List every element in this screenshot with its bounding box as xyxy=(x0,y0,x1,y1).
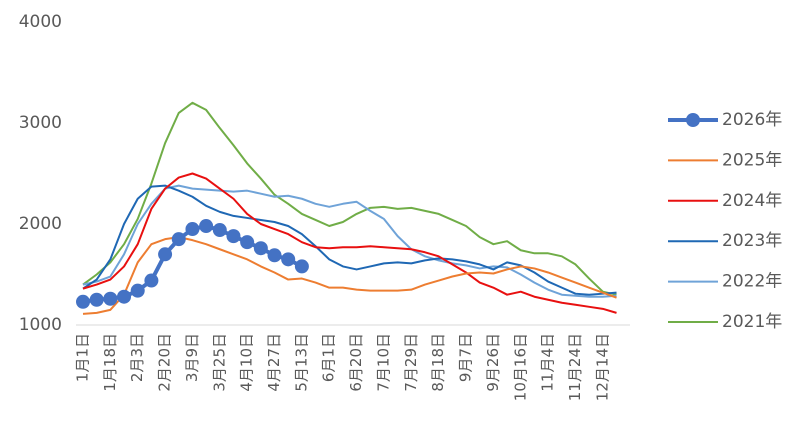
legend-label: 2024年 xyxy=(722,191,782,211)
marker xyxy=(240,235,255,250)
legend-label: 2026年 xyxy=(722,110,782,130)
marker xyxy=(130,283,145,298)
marker xyxy=(158,247,173,262)
x-tick-label: 10月16日 xyxy=(511,333,529,401)
marker xyxy=(267,248,282,263)
marker xyxy=(281,252,296,267)
x-tick-label: 2月20日 xyxy=(156,333,174,392)
marker xyxy=(171,232,186,247)
series-line xyxy=(82,184,617,298)
x-tick-label: 3月25日 xyxy=(210,333,228,392)
x-tick-label: 1月18日 xyxy=(101,333,119,392)
y-tick-label: 3000 xyxy=(19,113,62,133)
x-tick-label: 12月14日 xyxy=(593,333,611,401)
x-tick-label: 6月20日 xyxy=(347,333,365,392)
marker xyxy=(212,223,227,238)
x-tick-label: 4月10日 xyxy=(238,333,256,392)
legend-label: 2022年 xyxy=(722,272,782,292)
x-tick-label: 5月13日 xyxy=(292,333,310,392)
marker xyxy=(253,241,268,256)
x-tick-label: 1月1日 xyxy=(74,333,92,382)
legend-label: 2023年 xyxy=(722,231,782,251)
series-line xyxy=(82,184,617,296)
marker xyxy=(76,294,90,309)
legend-label: 2025年 xyxy=(722,150,782,170)
legend-marker xyxy=(686,113,700,127)
marker xyxy=(89,292,104,307)
series-line xyxy=(82,172,617,314)
x-tick-label: 3月9日 xyxy=(183,333,201,382)
x-tick-label: 9月26日 xyxy=(484,333,502,392)
x-tick-label: 4月27日 xyxy=(265,333,283,392)
marker xyxy=(294,259,309,274)
x-tick-label: 9月7日 xyxy=(457,333,475,382)
marker xyxy=(103,291,118,306)
series-line xyxy=(82,224,303,304)
x-tick-label: 7月10日 xyxy=(374,333,392,392)
legend-label: 2021年 xyxy=(722,312,782,332)
x-tick-label: 2月3日 xyxy=(128,333,146,382)
marker xyxy=(185,222,200,237)
x-tick-label: 6月1日 xyxy=(320,333,338,382)
marker xyxy=(117,289,132,304)
marker xyxy=(226,229,241,244)
y-tick-label: 4000 xyxy=(19,12,62,32)
y-tick-label: 2000 xyxy=(19,214,62,234)
x-tick-label: 11月4日 xyxy=(539,333,557,392)
y-tick-label: 1000 xyxy=(19,315,62,335)
marker xyxy=(144,273,159,288)
marker xyxy=(199,219,214,234)
x-tick-label: 8月18日 xyxy=(429,333,447,392)
series-line xyxy=(82,101,617,296)
x-tick-label: 11月24日 xyxy=(566,333,584,401)
x-tick-label: 7月29日 xyxy=(402,333,420,392)
